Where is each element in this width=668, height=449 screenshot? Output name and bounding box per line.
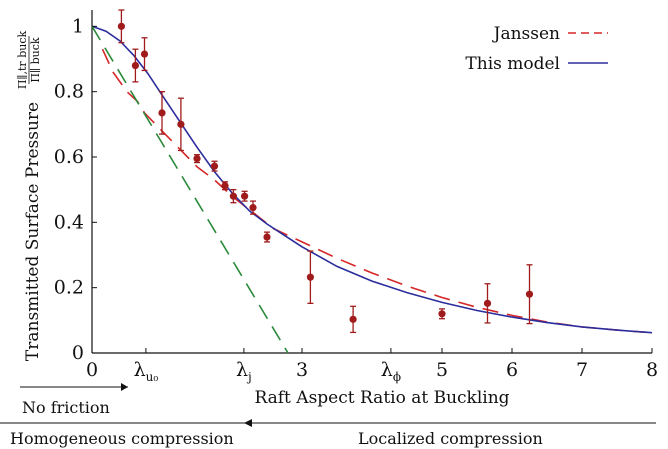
data-point bbox=[241, 190, 249, 202]
data-point bbox=[229, 189, 237, 204]
y-tick-label: 0.2 bbox=[54, 277, 84, 299]
y-axis-label-text: Transmitted Surface Pressure bbox=[23, 102, 43, 361]
data-point bbox=[263, 231, 271, 243]
data-point bbox=[221, 181, 229, 191]
point-marker bbox=[263, 233, 271, 241]
point-marker bbox=[229, 192, 237, 200]
y-tick-label: 1 bbox=[72, 15, 84, 37]
x-tick-label: 0 bbox=[86, 359, 98, 381]
fraction-numerator: Π∥,tr buck bbox=[16, 31, 29, 90]
point-marker bbox=[349, 315, 357, 323]
data-point bbox=[131, 48, 139, 83]
x-symbol-tick-label: λu₀ bbox=[134, 359, 159, 384]
point-marker bbox=[210, 162, 219, 170]
data-point bbox=[117, 9, 125, 44]
y-tick-label: 0.8 bbox=[54, 81, 84, 103]
x-tick-label: 5 bbox=[436, 359, 448, 381]
y-tick-label: 0.4 bbox=[54, 211, 84, 233]
point-marker bbox=[306, 273, 314, 281]
data-point bbox=[158, 91, 166, 135]
point-marker bbox=[483, 299, 492, 307]
no-friction-arrowhead bbox=[121, 383, 128, 391]
x-tick-label: 7 bbox=[576, 359, 588, 381]
fraction-denominator: Π∥ buck bbox=[29, 37, 42, 82]
point-marker bbox=[438, 310, 446, 318]
x-tick-label: 3 bbox=[296, 359, 308, 381]
series-line-janssen bbox=[101, 48, 653, 334]
x-symbol-tick-label: λϕ bbox=[381, 359, 401, 384]
data-point bbox=[349, 305, 357, 334]
point-marker bbox=[221, 182, 229, 190]
point-marker bbox=[117, 22, 125, 30]
point-marker bbox=[131, 61, 139, 70]
data-point bbox=[249, 200, 257, 215]
point-marker bbox=[177, 120, 185, 128]
annotation-no-friction: No friction bbox=[22, 398, 110, 417]
localized-arrowhead bbox=[244, 419, 252, 427]
data-point bbox=[306, 250, 314, 304]
data-point bbox=[177, 97, 185, 152]
series-layer bbox=[91, 25, 653, 354]
point-marker bbox=[140, 50, 149, 58]
series-line-unnamed bbox=[91, 25, 289, 354]
y-tick-label: 0 bbox=[72, 342, 84, 364]
point-marker bbox=[249, 204, 257, 212]
point-marker bbox=[193, 155, 201, 163]
series-line-this-model bbox=[91, 25, 653, 334]
y-axis-label: Transmitted Surface Pressure Π∥,tr buck Π… bbox=[16, 31, 43, 362]
y-tick-label: 0.6 bbox=[54, 146, 84, 168]
tick-labels: 0 0.2 0.4 0.6 0.8 1 0 3 5 6 7 8 λu₀ λj λϕ bbox=[54, 15, 658, 384]
point-marker bbox=[158, 109, 166, 117]
x-tick-label: 6 bbox=[506, 359, 518, 381]
annotation-homogeneous: Homogeneous compression bbox=[10, 429, 234, 448]
point-marker bbox=[525, 290, 534, 298]
point-marker bbox=[241, 192, 249, 200]
data-point bbox=[438, 308, 446, 320]
legend-label-this-model: This model bbox=[465, 54, 560, 74]
y-axis-label-fraction: Π∥,tr buck Π∥ buck bbox=[16, 31, 42, 90]
data-point bbox=[210, 160, 219, 172]
x-tick-label: 8 bbox=[646, 359, 658, 381]
x-symbol-tick-label: λj bbox=[236, 359, 252, 384]
axes bbox=[91, 10, 652, 354]
data-point bbox=[193, 154, 201, 164]
x-axis-label: Raft Aspect Ratio at Buckling bbox=[254, 388, 509, 408]
annotations: No friction Homogeneous compression Locali… bbox=[0, 383, 656, 448]
data-point bbox=[140, 37, 149, 72]
legend: Janssen This model bbox=[465, 24, 608, 74]
data-point bbox=[483, 283, 492, 324]
data-points bbox=[117, 9, 534, 334]
annotation-localized: Localized compression bbox=[358, 429, 543, 448]
data-point bbox=[525, 264, 534, 325]
legend-label-janssen: Janssen bbox=[492, 24, 560, 44]
